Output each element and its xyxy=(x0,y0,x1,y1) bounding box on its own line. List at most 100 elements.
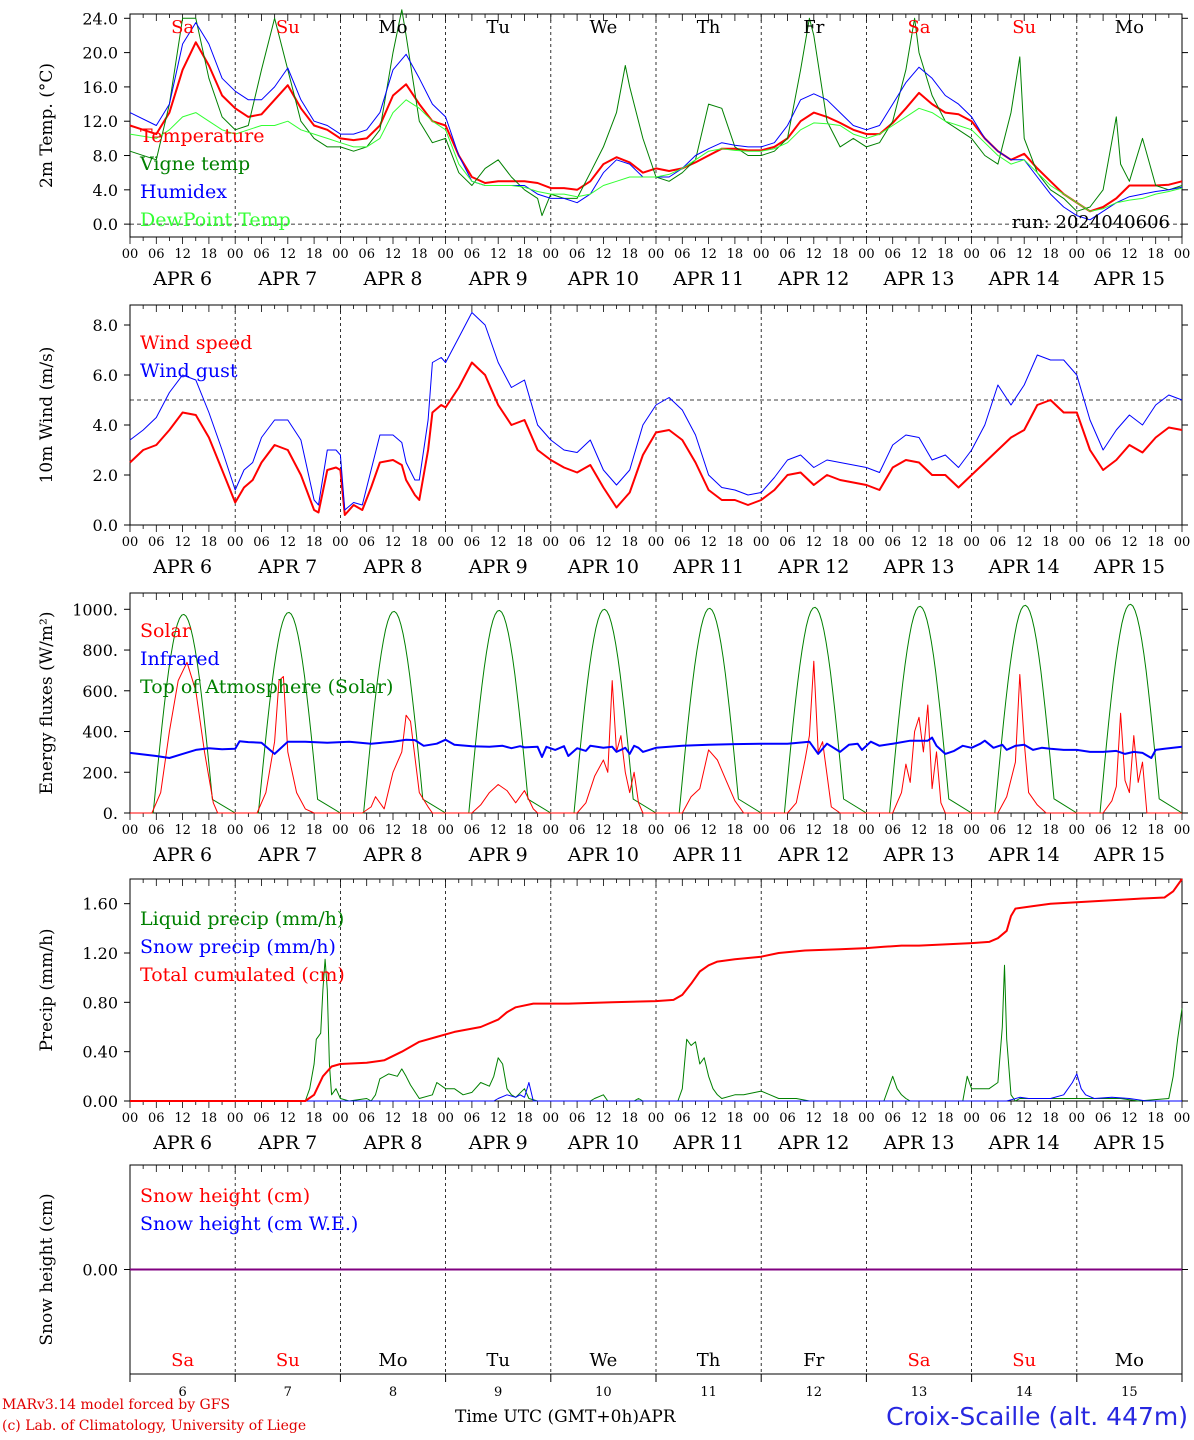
legend-entry: Infrared xyxy=(140,648,220,670)
date-label: APR 8 xyxy=(363,556,423,578)
weekday-label: Fr xyxy=(803,17,824,38)
y-tick-label: 4.0 xyxy=(93,181,118,200)
date-label: APR 9 xyxy=(468,556,528,578)
hour-tick-label: 18 xyxy=(201,1111,218,1126)
panel-precip: 0.00 0.40 0.80 1.20 1.60 Precip (mm/h) Liquid … xyxy=(37,878,1190,1154)
series-line-snow-precip-mm-h- xyxy=(130,1073,1182,1102)
hour-tick-label: 18 xyxy=(1042,247,1059,262)
hour-tick-label: 06 xyxy=(1095,247,1112,262)
y-tick-label: 0.00 xyxy=(82,1092,118,1111)
weekday-label: Su xyxy=(1012,1350,1036,1371)
hour-tick-label: 12 xyxy=(595,823,612,838)
hour-tick-label: 12 xyxy=(595,1111,612,1126)
y-tick-label: 600. xyxy=(82,682,118,701)
hour-tick-label: 12 xyxy=(1121,823,1138,838)
hour-tick-label: 18 xyxy=(727,1111,744,1126)
hour-tick-label: 00 xyxy=(437,1111,454,1126)
hour-tick-label: 18 xyxy=(727,247,744,262)
hour-tick-label: 00 xyxy=(543,535,560,550)
hour-tick-label: 06 xyxy=(884,1111,901,1126)
hour-tick-label: 18 xyxy=(937,535,954,550)
day-number-label: 10 xyxy=(595,1385,612,1400)
hour-tick-label: 00 xyxy=(963,823,980,838)
y-tick-label: 2.0 xyxy=(93,466,118,485)
hour-tick-label: 12 xyxy=(490,823,507,838)
hour-tick-label: 06 xyxy=(148,1111,165,1126)
weekday-label: Su xyxy=(276,1350,300,1371)
date-label: APR 15 xyxy=(1093,844,1165,866)
hour-tick-label: 06 xyxy=(253,823,270,838)
date-label: APR 11 xyxy=(672,556,744,578)
hour-tick-label: 06 xyxy=(358,1111,375,1126)
hour-tick-label: 18 xyxy=(201,535,218,550)
hour-tick-label: 00 xyxy=(753,1111,770,1126)
hour-tick-label: 12 xyxy=(806,535,823,550)
hour-tick-label: 12 xyxy=(385,535,402,550)
weekday-label: Th xyxy=(697,17,721,38)
hour-tick-label: 18 xyxy=(201,823,218,838)
date-label: APR 12 xyxy=(777,268,849,290)
y-tick-label: 0.0 xyxy=(93,516,118,535)
hour-tick-label: 06 xyxy=(253,247,270,262)
hour-tick-label: 06 xyxy=(674,1111,691,1126)
date-label: APR 10 xyxy=(567,844,639,866)
hour-tick-label: 18 xyxy=(621,535,638,550)
legend-entry: Liquid precip (mm/h) xyxy=(140,908,344,930)
hour-tick-label: 00 xyxy=(437,823,454,838)
hour-tick-label: 00 xyxy=(437,247,454,262)
legend-entry: Top of Atmosphere (Solar) xyxy=(140,676,393,698)
series-line-wind-gust xyxy=(129,312,1183,511)
time-axis-text: Time UTC (GMT+0h) xyxy=(455,1407,640,1427)
y-tick-label: 1.60 xyxy=(82,895,118,914)
series-line-infrared xyxy=(129,736,1183,759)
y-tick-label: 0.0 xyxy=(93,215,118,234)
hour-tick-label: 18 xyxy=(727,535,744,550)
date-label: APR 10 xyxy=(567,1132,639,1154)
series-line-total-cumulated-cm- xyxy=(130,878,1183,1102)
day-number-label: 13 xyxy=(911,1385,928,1400)
hour-tick-label: 12 xyxy=(490,535,507,550)
legend-entry: Humidex xyxy=(140,181,227,203)
hour-tick-label: 18 xyxy=(1147,535,1164,550)
legend-entry: DewPoint Temp xyxy=(140,209,291,231)
hour-tick-label: 18 xyxy=(937,247,954,262)
hour-tick-label: 00 xyxy=(858,535,875,550)
date-label: APR 7 xyxy=(257,1132,317,1154)
hour-tick-label: 12 xyxy=(1016,1111,1033,1126)
hour-tick-label: 00 xyxy=(648,1111,665,1126)
hour-tick-label: 00 xyxy=(963,1111,980,1126)
hour-tick-label: 00 xyxy=(543,1111,560,1126)
day-number-label: 7 xyxy=(284,1385,292,1400)
hour-tick-label: 06 xyxy=(779,535,796,550)
date-label: APR 6 xyxy=(152,556,212,578)
y-tick-label: 0.80 xyxy=(82,993,118,1012)
day-number-label: 9 xyxy=(494,1385,502,1400)
hour-tick-label: 12 xyxy=(280,823,297,838)
y-tick-label: 800. xyxy=(82,641,118,660)
y-tick-label: 6.0 xyxy=(93,366,118,385)
y-tick-label: 8.0 xyxy=(93,147,118,166)
panel-temperature: 0.0 4.0 8.0 12.0 16.0 20.0 24.0 2m Temp. (°C) Te… xyxy=(37,9,1190,290)
weekday-label: Mo xyxy=(1115,1350,1144,1371)
series-line-wind-speed xyxy=(129,361,1183,516)
hour-tick-label: 00 xyxy=(648,247,665,262)
hour-tick-label: 00 xyxy=(1174,535,1191,550)
hour-tick-label: 18 xyxy=(832,1111,849,1126)
hour-tick-label: 06 xyxy=(674,823,691,838)
hour-tick-label: 00 xyxy=(1069,823,1086,838)
hour-tick-label: 00 xyxy=(753,823,770,838)
weekday-label: Sa xyxy=(907,17,930,38)
weekday-label: Sa xyxy=(171,17,194,38)
y-tick-label: 0. xyxy=(103,804,118,823)
hour-tick-label: 00 xyxy=(122,535,139,550)
hour-tick-label: 18 xyxy=(411,535,428,550)
date-label: APR 9 xyxy=(468,844,528,866)
weekday-label: Th xyxy=(697,1350,721,1371)
series-line-liquid-precip-mm-h- xyxy=(130,958,1183,1102)
hour-tick-label: 06 xyxy=(990,823,1007,838)
date-label: APR 10 xyxy=(567,268,639,290)
hour-tick-label: 06 xyxy=(884,247,901,262)
date-label: APR 14 xyxy=(988,556,1060,578)
hour-tick-label: 06 xyxy=(779,1111,796,1126)
hour-tick-label: 06 xyxy=(464,1111,481,1126)
